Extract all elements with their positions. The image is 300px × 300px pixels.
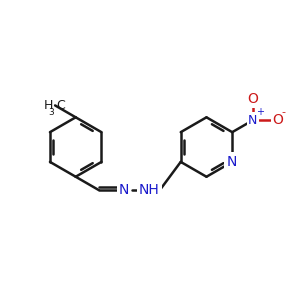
Text: NH: NH (139, 183, 160, 197)
Text: N: N (248, 114, 257, 127)
Text: 3: 3 (48, 108, 54, 117)
Text: +: + (256, 106, 265, 117)
Text: N: N (119, 183, 129, 197)
Text: N: N (227, 155, 237, 169)
Text: H: H (44, 99, 54, 112)
Text: C: C (56, 99, 64, 112)
Text: O: O (248, 92, 258, 106)
Text: -: - (282, 107, 286, 117)
Text: O: O (273, 113, 283, 127)
